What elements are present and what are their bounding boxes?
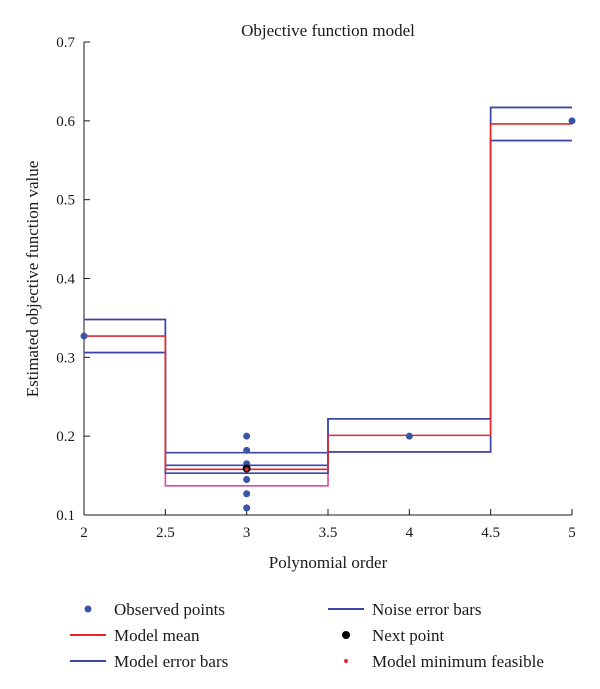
- y-tick-label: 0.1: [56, 508, 75, 524]
- y-tick-label: 0.3: [56, 350, 75, 366]
- model-mean-line: [84, 123, 572, 471]
- x-ticks: 2 2.5 3 3.5 4 4.5 5: [80, 509, 576, 541]
- step-lines: [84, 106, 572, 487]
- observed-point: [80, 332, 88, 340]
- observed-point: [243, 446, 251, 454]
- x-tick-label: 4.5: [481, 525, 500, 541]
- y-tick-label: 0.4: [56, 272, 75, 288]
- y-ticks: 0.1 0.2 0.3 0.4 0.5 0.6 0.7: [56, 35, 90, 524]
- legend-label-observed-points: Observed points: [114, 600, 225, 619]
- y-axis-label: Estimated objective function value: [23, 161, 42, 398]
- legend: Observed points Model mean Model error bar…: [70, 600, 544, 671]
- noise-upper-bound-line: [84, 106, 572, 467]
- legend-label-noise-error-bars: Noise error bars: [372, 600, 482, 619]
- observed-point: [405, 432, 413, 440]
- model-upper-bound-line: [84, 106, 572, 454]
- y-tick-label: 0.5: [56, 193, 75, 209]
- legend-marker-next-point: [342, 631, 350, 639]
- x-tick-label: 3.5: [319, 525, 338, 541]
- x-tick-label: 4: [406, 525, 414, 541]
- y-tick-label: 0.7: [56, 35, 75, 51]
- observed-point: [243, 490, 251, 498]
- observed-point: [243, 476, 251, 484]
- chart-title: Objective function model: [241, 21, 415, 40]
- model-minimum-feasible-point: [244, 467, 249, 472]
- observed-point: [243, 504, 251, 512]
- x-tick-label: 2.5: [156, 525, 175, 541]
- x-tick-label: 5: [568, 525, 576, 541]
- legend-marker-model-minimum-feasible: [344, 659, 348, 663]
- x-tick-label: 3: [243, 525, 251, 541]
- legend-marker-observed-points: [84, 605, 92, 613]
- x-tick-label: 2: [80, 525, 88, 541]
- observed-point: [243, 432, 251, 440]
- y-tick-label: 0.2: [56, 429, 75, 445]
- legend-label-next-point: Next point: [372, 626, 445, 645]
- y-tick-label: 0.6: [56, 114, 75, 130]
- legend-label-model-minimum-feasible: Model minimum feasible: [372, 652, 544, 671]
- legend-label-model-error-bars: Model error bars: [114, 652, 228, 671]
- legend-label-model-mean: Model mean: [114, 626, 200, 645]
- x-axis-label: Polynomial order: [269, 553, 388, 572]
- data-points: [80, 117, 576, 512]
- observed-point: [568, 117, 576, 125]
